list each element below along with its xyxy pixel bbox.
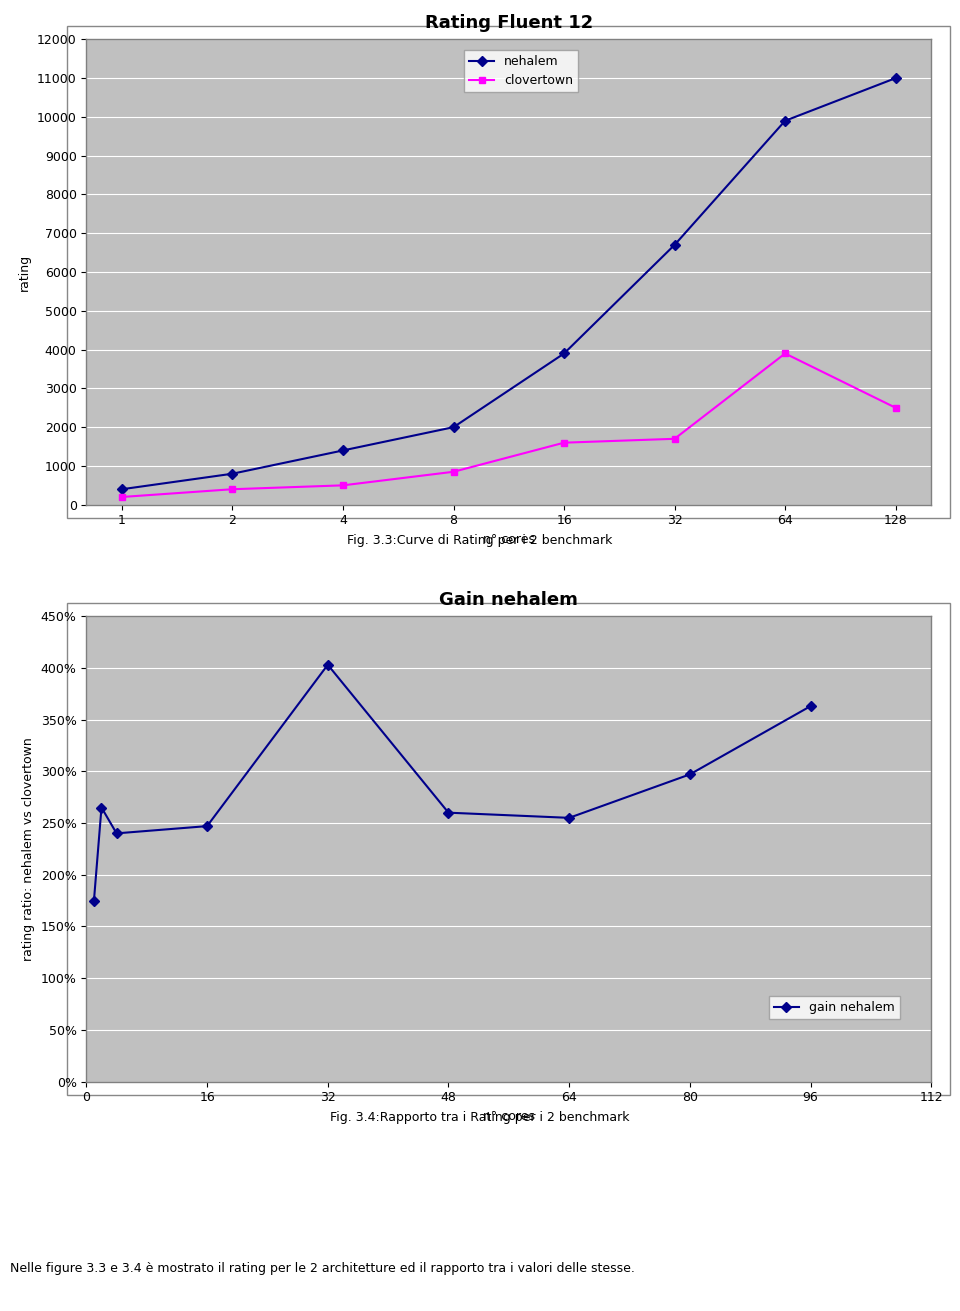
gain nehalem [202, 818, 213, 834]
nehalem [227, 465, 238, 481]
X-axis label: n° cores: n° cores [483, 534, 535, 545]
nehalem [337, 443, 348, 459]
Text: Nelle figure 3.3 e 3.4 è mostrato il rating per le 2 architetture ed il rapporto: Nelle figure 3.3 e 3.4 è mostrato il rat… [10, 1262, 635, 1274]
Line: clovertown: clovertown [118, 350, 900, 501]
Legend: gain nehalem: gain nehalem [769, 996, 900, 1020]
Title: Gain nehalem: Gain nehalem [440, 591, 578, 610]
Line: gain nehalem: gain nehalem [90, 661, 814, 905]
nehalem [780, 113, 791, 128]
clovertown [337, 477, 348, 493]
gain nehalem [110, 826, 122, 842]
nehalem [559, 346, 570, 362]
Line: nehalem: nehalem [118, 75, 900, 493]
Y-axis label: rating ratio: nehalem vs clovertown: rating ratio: nehalem vs clovertown [22, 737, 36, 961]
gain nehalem [88, 893, 100, 909]
nehalem [890, 71, 901, 87]
gain nehalem [443, 805, 454, 821]
clovertown [227, 481, 238, 497]
gain nehalem [322, 657, 333, 673]
Text: Fig. 3.3:Curve di Rating per i 2 benchmark: Fig. 3.3:Curve di Rating per i 2 benchma… [348, 535, 612, 547]
Title: Rating Fluent 12: Rating Fluent 12 [424, 14, 593, 33]
gain nehalem [96, 800, 108, 815]
gain nehalem [684, 767, 696, 783]
clovertown [447, 464, 459, 480]
nehalem [669, 237, 681, 253]
clovertown [780, 346, 791, 362]
clovertown [669, 431, 681, 447]
gain nehalem [804, 699, 816, 714]
Text: Fig. 3.4:Rapporto tra i Rating per i 2 benchmark: Fig. 3.4:Rapporto tra i Rating per i 2 b… [330, 1112, 630, 1124]
clovertown [890, 400, 901, 416]
gain nehalem [564, 810, 575, 826]
X-axis label: n° cores: n° cores [483, 1110, 535, 1122]
nehalem [447, 420, 459, 435]
Y-axis label: rating: rating [18, 253, 32, 291]
clovertown [559, 435, 570, 451]
nehalem [116, 481, 128, 497]
clovertown [116, 489, 128, 505]
Legend: nehalem, clovertown: nehalem, clovertown [465, 50, 578, 93]
